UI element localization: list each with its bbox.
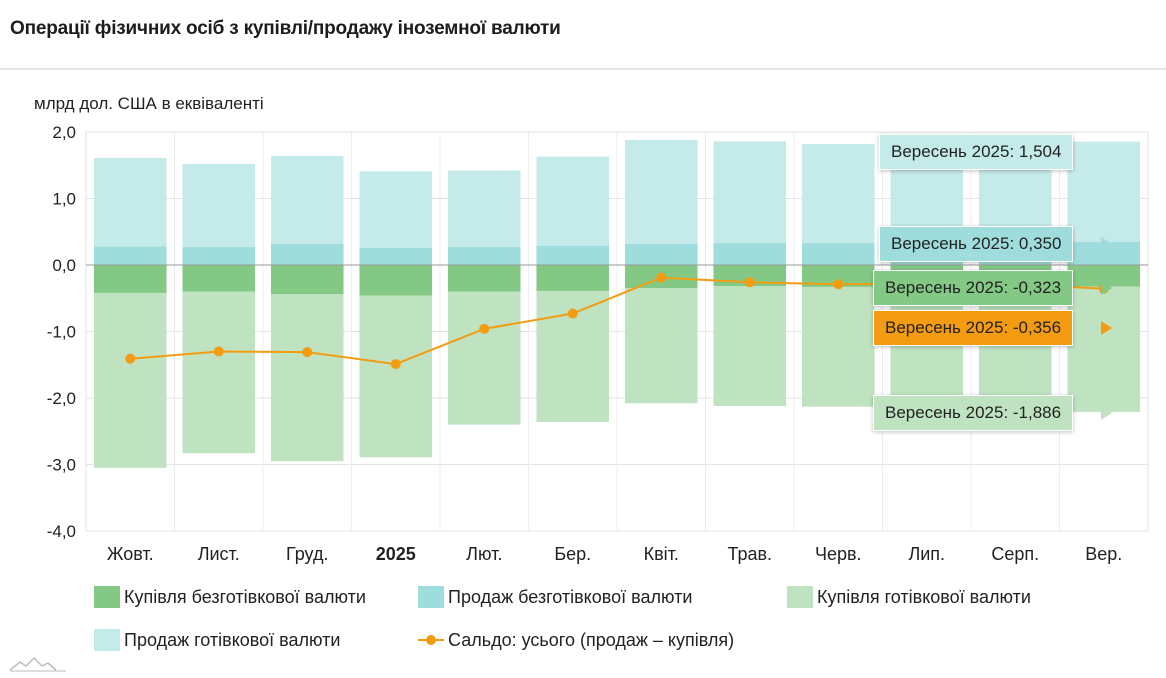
bar-segment (447, 291, 521, 425)
legend-line-marker-icon (418, 629, 444, 651)
balance-point (656, 272, 667, 283)
bar-segment (182, 247, 256, 265)
tooltip: Вересень 2025: -0,356 (873, 310, 1074, 346)
tooltip: Вересень 2025: -1,886 (873, 395, 1074, 431)
y-tick-label: 0,0 (52, 256, 76, 275)
bar-segment (801, 265, 875, 287)
legend-item[interactable]: Купівля безготівкової валюти (94, 586, 366, 608)
bar-segment (1067, 241, 1141, 265)
bar-segment (182, 163, 256, 248)
bar-segment (359, 295, 433, 458)
bar-segment (93, 157, 167, 247)
bar-segment (624, 243, 698, 265)
bar-segment (978, 286, 1052, 411)
y-tick-label: -2,0 (47, 389, 76, 408)
bar-segment (359, 247, 433, 265)
bar-segment (713, 141, 787, 244)
bar-segment (713, 243, 787, 265)
x-tick-label: Квіт. (644, 544, 679, 564)
bar-segment (182, 265, 256, 292)
legend-item[interactable]: Продаж безготівкової валюти (418, 586, 692, 608)
x-tick-label: Черв. (815, 544, 862, 564)
x-tick-label: 2025 (376, 544, 416, 564)
y-tick-label: 2,0 (52, 123, 76, 142)
bar-segment (270, 294, 344, 462)
x-tick-label: Серп. (991, 544, 1039, 564)
bar-segment (359, 171, 433, 248)
legend-swatch (94, 629, 120, 651)
bar-segment (624, 288, 698, 404)
chart-title: Операції фізичних осіб з купівлі/продажу… (10, 18, 561, 39)
brand-logo-icon (9, 656, 66, 672)
balance-point (479, 323, 490, 334)
bar-segment (536, 245, 610, 265)
bar-segment (624, 139, 698, 244)
bar-segment (359, 265, 433, 296)
balance-point (833, 279, 844, 290)
tooltip: Вересень 2025: -0,323 (873, 270, 1074, 306)
tooltip-pointer (1101, 321, 1112, 335)
bar-segment (1067, 265, 1141, 287)
legend-swatch (418, 586, 444, 608)
y-tick-label: -4,0 (47, 522, 76, 541)
legend-label: Продаж безготівкової валюти (448, 586, 693, 607)
x-tick-label: Жовт. (107, 544, 154, 564)
legend-item[interactable]: Купівля готівкової валюти (787, 586, 1031, 608)
x-tick-label: Груд. (286, 544, 328, 564)
bar-segment (536, 265, 610, 291)
title-divider (0, 68, 1166, 70)
y-tick-label: -3,0 (47, 456, 76, 475)
bar-segment (890, 286, 964, 406)
tooltip-pointer (1101, 406, 1112, 420)
bar-segment (801, 243, 875, 265)
bar-segment (93, 292, 167, 468)
x-tick-label: Лип. (908, 544, 945, 564)
tooltip: Вересень 2025: 1,504 (879, 134, 1074, 170)
x-tick-label: Лист. (198, 544, 240, 564)
legend-label: Сальдо: усього (продаж – купівля) (448, 629, 735, 650)
legend-item[interactable]: Сальдо: усього (продаж – купівля) (418, 629, 734, 651)
legend-item[interactable]: Продаж готівкової валюти (94, 629, 340, 651)
x-tick-label: Вер. (1085, 544, 1122, 564)
legend-label: Продаж готівкової валюти (124, 629, 341, 650)
bar-segment (93, 265, 167, 293)
balance-point (302, 347, 313, 358)
legend-swatch (787, 586, 813, 608)
bar-segment (270, 243, 344, 265)
balance-point (390, 359, 401, 370)
bar-segment (801, 286, 875, 407)
bar-segment (270, 155, 344, 244)
bar-segment (447, 247, 521, 265)
balance-point (744, 277, 755, 288)
bar-segment (536, 156, 610, 246)
x-tick-label: Бер. (554, 544, 591, 564)
legend-label: Купівля готівкової валюти (817, 586, 1031, 607)
bar-segment (270, 265, 344, 295)
tooltip-pointer (1101, 237, 1112, 251)
legend-label: Купівля безготівкової валюти (124, 586, 366, 607)
y-axis-unit-label: млрд дол. США в еквіваленті (34, 94, 264, 113)
y-tick-label: -1,0 (47, 323, 76, 342)
bar-segment (447, 170, 521, 248)
tooltip-pointer (1101, 145, 1112, 159)
x-tick-label: Лют. (466, 544, 502, 564)
tooltip-pointer (1101, 281, 1112, 295)
tooltip: Вересень 2025: 0,350 (879, 226, 1074, 262)
balance-point (213, 346, 224, 357)
bar-segment (801, 143, 875, 244)
balance-point (567, 308, 578, 319)
bar-segment (182, 291, 256, 454)
x-tick-label: Трав. (727, 544, 772, 564)
legend-swatch (94, 586, 120, 608)
bar-segment (713, 286, 787, 406)
bar-segment (1067, 286, 1141, 412)
bar-segment (93, 246, 167, 265)
balance-point (125, 353, 136, 364)
bar-segment (1067, 141, 1141, 242)
bar-segment (447, 265, 521, 292)
y-tick-label: 1,0 (52, 190, 76, 209)
